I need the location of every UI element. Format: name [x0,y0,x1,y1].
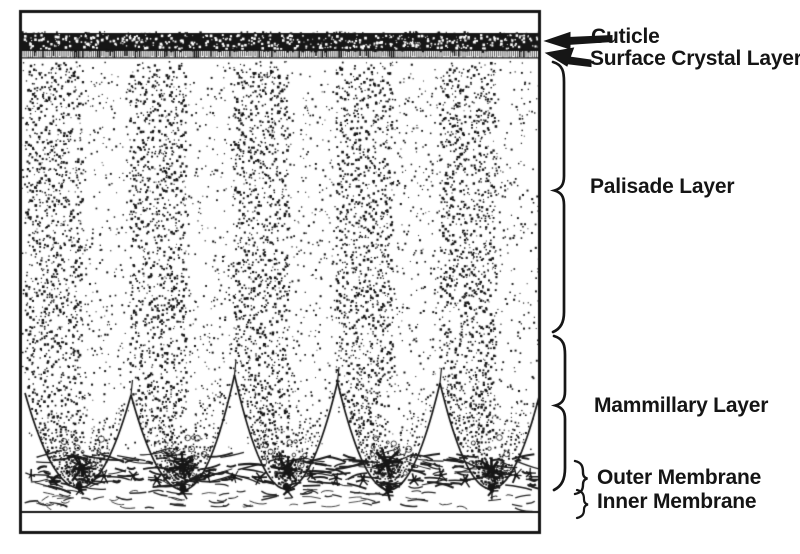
palisade-layer-brace [549,60,566,334]
eggshell-cross-section-drawing [18,9,542,537]
label-mammillary-layer: Mammillary Layer [594,394,769,417]
surface-crystal-arrow-icon [544,47,575,67]
label-inner-membrane: Inner Membrane [597,490,757,513]
label-cuticle: Cuticle [591,25,660,48]
mammillary-layer-brace [550,334,567,492]
label-palisade-layer: Palisade Layer [590,175,735,198]
label-surface-crystal-layer: Surface Crystal Layer [590,47,800,70]
label-outer-membrane: Outer Membrane [597,466,762,489]
cuticle-arrow-icon [543,31,571,50]
inner-membrane-brace [575,488,589,520]
outer-membrane-brace [573,459,588,496]
surface-crystal-arrow-shaft [565,55,592,68]
